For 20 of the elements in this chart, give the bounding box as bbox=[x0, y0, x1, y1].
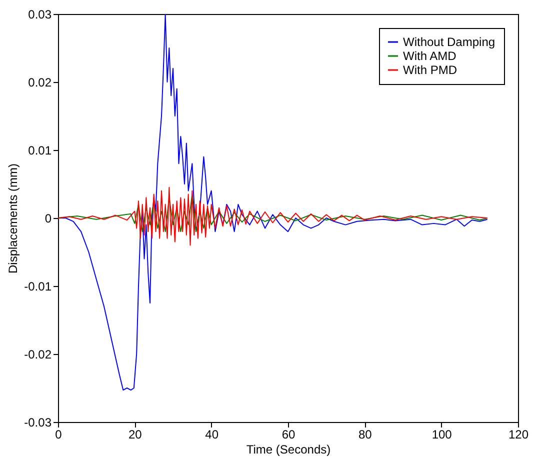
y-axis-title: Displacements (mm) bbox=[6, 163, 20, 274]
x-tick-label: 80 bbox=[358, 428, 372, 442]
y-tick-label: -0.01 bbox=[24, 280, 52, 294]
x-tick-label: 120 bbox=[508, 428, 529, 442]
x-tick-label: 0 bbox=[55, 428, 62, 442]
x-axis-title: Time (Seconds) bbox=[246, 442, 331, 456]
line-series bbox=[58, 186, 488, 246]
y-tick-label: 0 bbox=[44, 212, 52, 226]
y-tick-label: -0.02 bbox=[24, 348, 52, 362]
x-tick-label: 100 bbox=[432, 428, 452, 442]
y-tick-label: -0.03 bbox=[24, 416, 52, 430]
y-tick-label: 0.02 bbox=[28, 76, 52, 90]
legend-label: Without Damping bbox=[403, 35, 496, 49]
y-tick-label: 0.01 bbox=[28, 144, 52, 158]
x-tick-label: 20 bbox=[128, 428, 142, 442]
x-tick-label: 60 bbox=[282, 428, 296, 442]
legend-label: With AMD bbox=[403, 49, 457, 63]
y-tick-label: 0.03 bbox=[28, 8, 52, 22]
x-tick-label: 40 bbox=[205, 428, 219, 442]
legend-label: With PMD bbox=[403, 63, 458, 77]
